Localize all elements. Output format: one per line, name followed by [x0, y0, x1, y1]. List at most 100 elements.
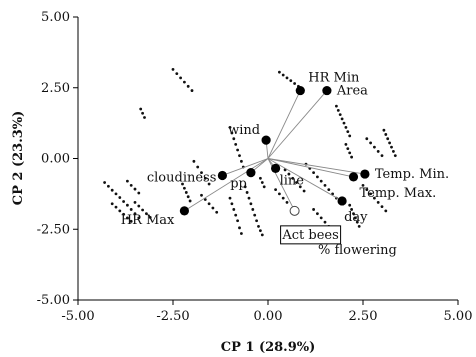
variable-label-day: day: [344, 210, 368, 225]
observation-point: [348, 134, 352, 138]
observation-point: [129, 208, 133, 211]
observation-point: [247, 196, 251, 200]
observation-point: [186, 84, 190, 88]
y-tick-label: 2.50: [41, 81, 70, 96]
observation-point: [175, 72, 179, 75]
observation-point: [348, 151, 352, 155]
variable-point-hr-max: [179, 206, 189, 216]
vector-hr-min: [267, 90, 301, 159]
observation-point: [319, 179, 323, 183]
observation-point: [211, 206, 215, 210]
observation-point: [344, 125, 348, 129]
observation-point: [118, 196, 122, 199]
x-axis-ticks: -5.00 -2.50 0.00 2.50 5.00: [61, 300, 472, 324]
observation-point: [285, 76, 289, 80]
observation-point: [260, 233, 264, 237]
vector-temp-min: [267, 158, 365, 175]
x-axis-title: CP 1 (28.9%): [221, 340, 316, 355]
variable-points: [179, 85, 370, 216]
vector-hr-max: [184, 158, 269, 212]
variable-point-act-bees: [289, 205, 300, 216]
observation-point: [183, 186, 186, 190]
y-tick-label: -5.00: [37, 293, 70, 308]
observation-point: [143, 116, 146, 119]
observation-point: [365, 137, 369, 141]
observation-point: [192, 159, 196, 163]
variable-point-cloudiness: [217, 170, 227, 181]
variable-point-temp-min: [360, 169, 370, 179]
observation-point: [107, 184, 110, 188]
observation-point: [133, 212, 137, 216]
x-tick-label: 5.00: [444, 309, 473, 324]
observation-point: [228, 196, 232, 200]
observation-point: [312, 208, 315, 211]
variable-point-pp: [246, 168, 256, 178]
observation-point: [103, 181, 106, 184]
observation-point: [240, 232, 243, 235]
variable-label-hr-max: HR Max: [121, 213, 175, 228]
observation-point: [302, 189, 306, 193]
observation-point: [293, 82, 296, 85]
observation-point: [141, 208, 145, 212]
observation-point: [260, 181, 264, 184]
observation-point: [240, 159, 243, 163]
observation-point: [236, 148, 240, 152]
observation-point: [352, 212, 355, 216]
observation-point: [234, 213, 238, 217]
variable-label-cloudiness: cloudiness: [147, 170, 217, 185]
observation-point: [278, 70, 281, 74]
observation-point: [184, 191, 188, 194]
vector-area: [267, 90, 328, 159]
observation-point: [346, 130, 350, 134]
observation-point: [243, 185, 247, 189]
observation-point: [369, 141, 372, 145]
observation-point: [171, 67, 175, 71]
y-tick-label: 0.00: [41, 152, 70, 167]
observation-point: [110, 188, 114, 192]
x-tick-label: -5.00: [61, 309, 94, 324]
variable-label-box-act-bees: [280, 225, 342, 245]
observation-point: [369, 192, 372, 196]
variable-label-area: Area: [336, 84, 368, 99]
observation-point: [393, 154, 397, 158]
observation-point: [234, 142, 238, 146]
observation-point: [228, 125, 232, 129]
observation-point: [278, 192, 281, 196]
observation-point: [196, 165, 200, 169]
observation-point: [382, 128, 386, 132]
observation-point: [148, 215, 152, 219]
variable-label-pct-flowering: % flowering: [318, 243, 397, 258]
observation-point: [350, 155, 353, 159]
vector-cloudiness: [222, 158, 269, 176]
x-tick-label: 2.50: [349, 309, 378, 324]
observation-point: [365, 188, 369, 192]
observation-point: [384, 209, 388, 213]
observation-point: [137, 191, 141, 195]
observation-point: [285, 200, 289, 204]
observation-point: [274, 188, 277, 192]
observation-point: [386, 137, 390, 141]
variable-label-hr-min: HR Min: [308, 71, 360, 86]
observation-point: [190, 89, 194, 92]
observation-point: [203, 176, 207, 180]
variable-vectors: [184, 90, 365, 212]
observation-point: [230, 131, 234, 135]
observation-point: [200, 171, 203, 175]
vector-temp-max: [267, 158, 354, 178]
observation-point: [179, 76, 183, 80]
observation-point: [137, 216, 141, 220]
observation-point: [390, 145, 393, 149]
observation-point: [298, 185, 302, 189]
observation-point: [335, 104, 338, 108]
observation-point: [245, 191, 249, 194]
observation-point: [327, 188, 331, 192]
observation-point: [215, 210, 219, 214]
observation-point: [262, 185, 266, 189]
observation-point: [331, 192, 334, 196]
observation-point: [287, 172, 291, 176]
variable-point-area: [322, 85, 332, 96]
observation-point: [357, 225, 361, 228]
variable-label-temp-min: Temp. Min.: [375, 167, 449, 182]
observation-point: [253, 213, 257, 217]
observation-point: [186, 195, 190, 199]
